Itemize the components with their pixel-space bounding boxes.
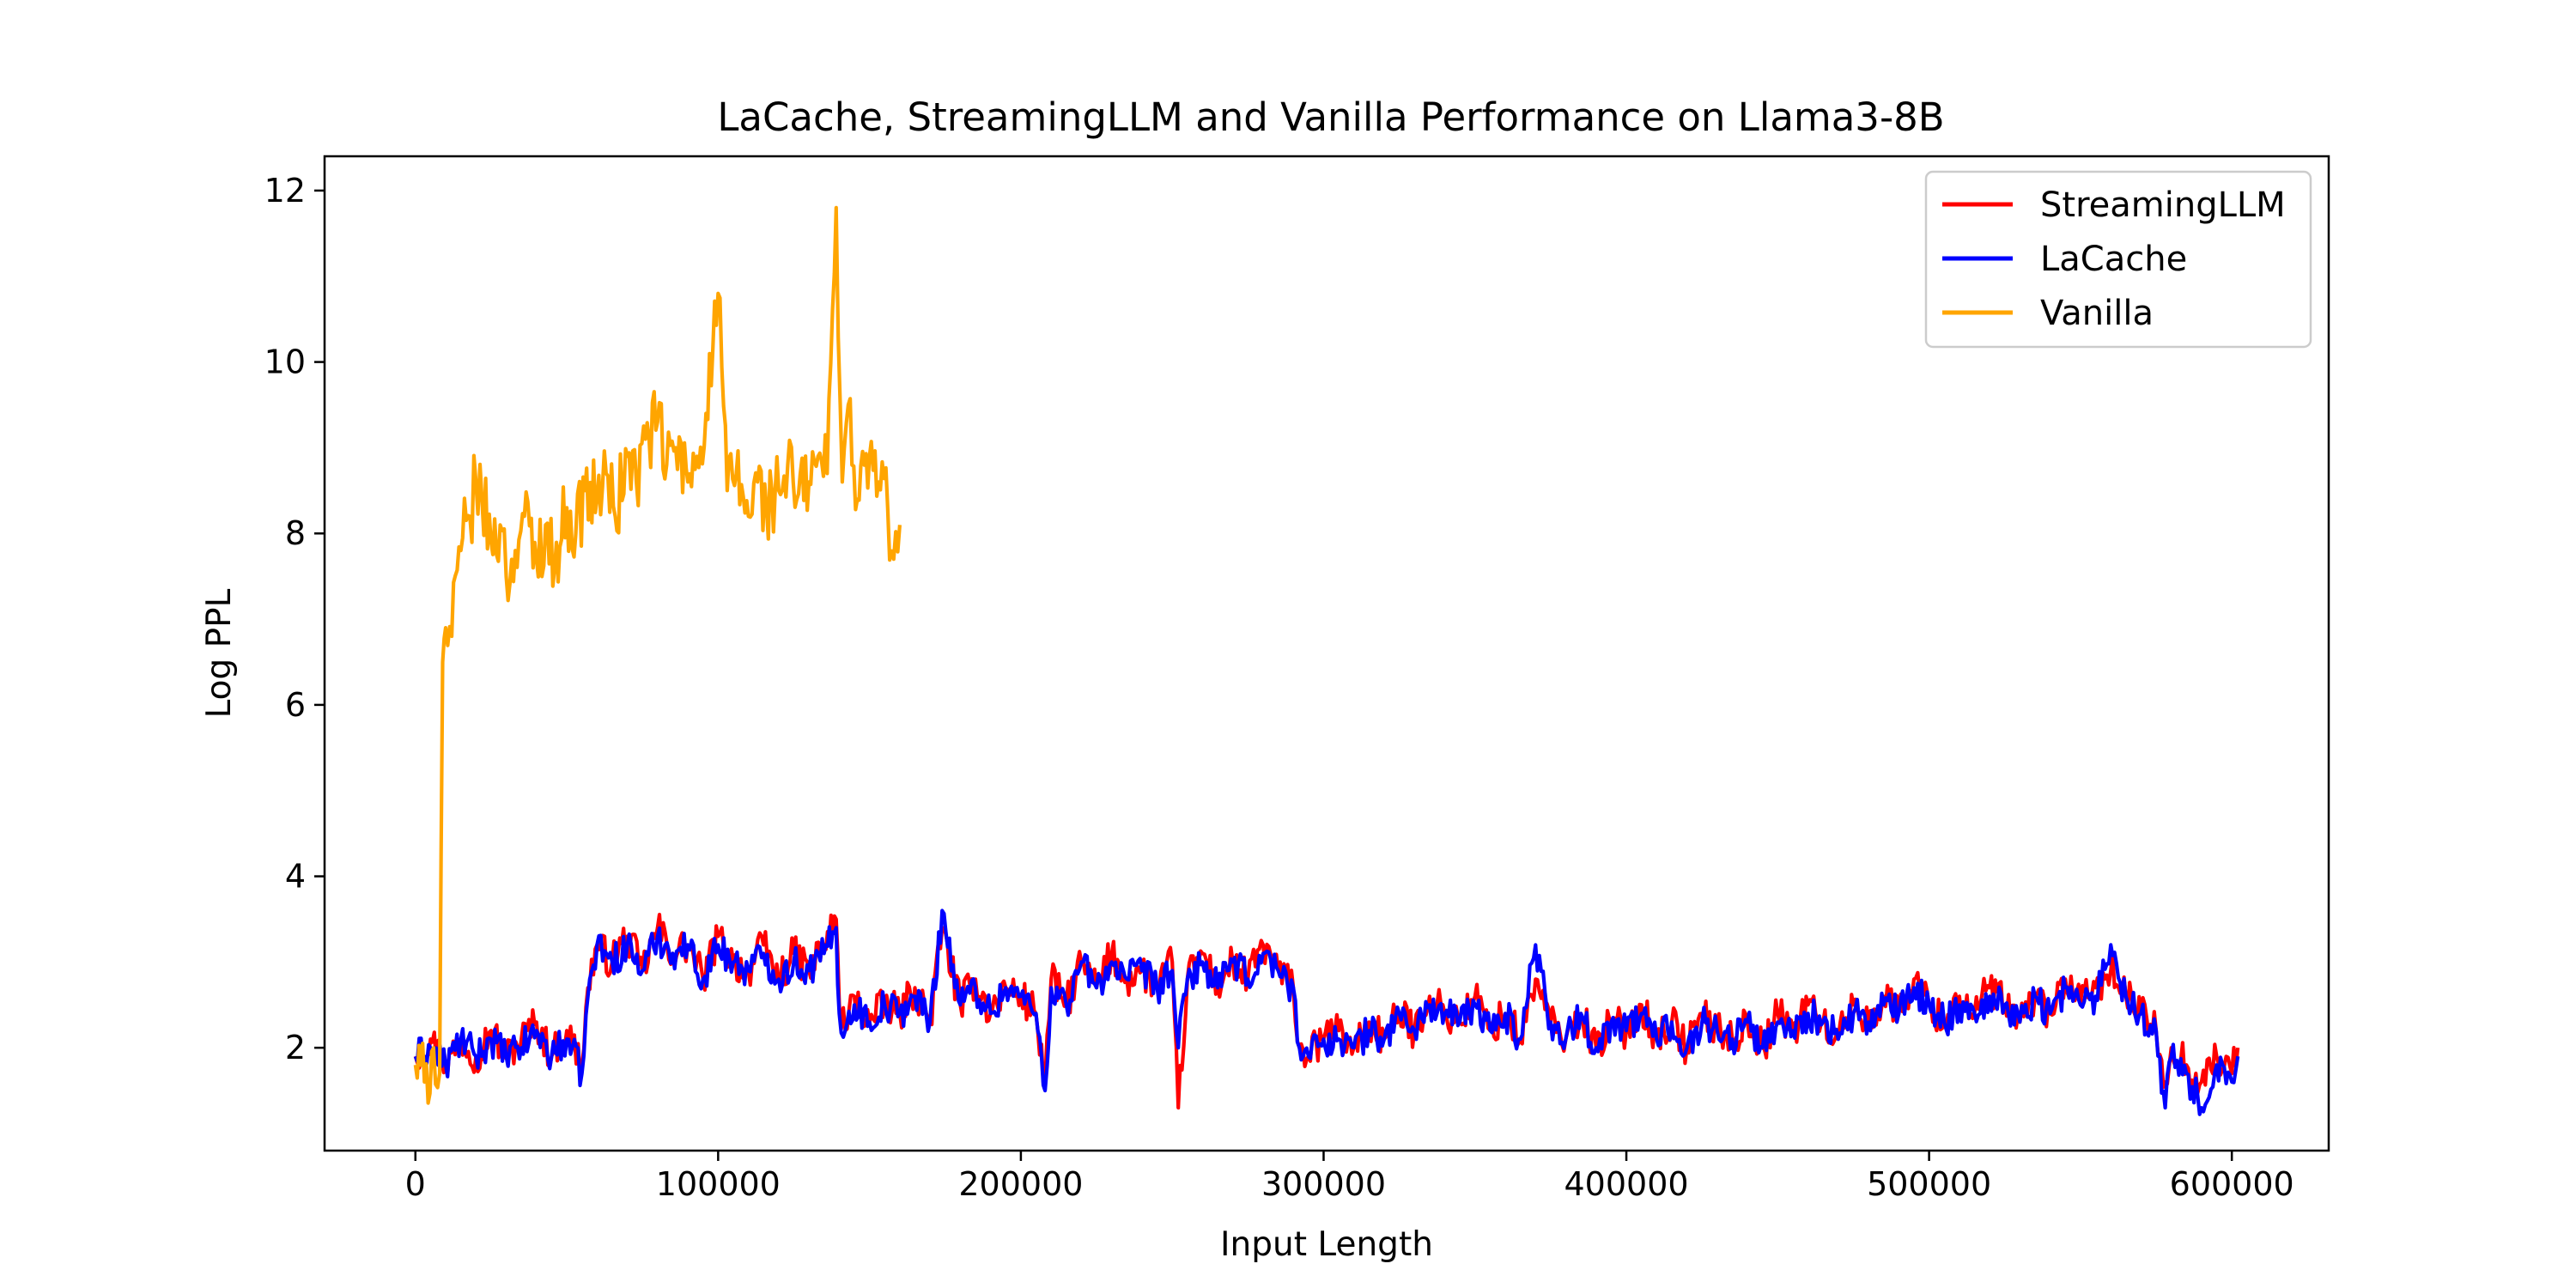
- legend: StreamingLLM LaCache Vanilla: [1924, 170, 2312, 349]
- legend-label-vanilla: Vanilla: [2040, 294, 2154, 333]
- y-tick-label: 4: [285, 858, 306, 896]
- y-axis-label: Log PPL: [200, 588, 239, 718]
- y-axis: 2 4 6 8 10 12: [264, 172, 325, 1066]
- y-tick-label: 10: [264, 343, 306, 381]
- x-tick-label: 300000: [1261, 1165, 1386, 1203]
- y-tick-label: 6: [285, 686, 306, 724]
- legend-label-lacache: LaCache: [2040, 240, 2187, 279]
- y-tick-label: 8: [285, 514, 306, 552]
- y-tick-label: 2: [285, 1029, 306, 1066]
- x-tick-label: 600000: [2170, 1165, 2294, 1203]
- chart-title: LaCache, StreamingLLM and Vanilla Perfor…: [717, 94, 1944, 140]
- legend-label-streamingllm: StreamingLLM: [2040, 185, 2286, 225]
- legend-box: [1924, 170, 2312, 349]
- x-tick-label: 500000: [1867, 1165, 1991, 1203]
- series-line-lacache: [413, 908, 2240, 1116]
- x-tick-label: 400000: [1564, 1165, 1689, 1203]
- series-layer: [413, 205, 2240, 1116]
- x-axis: 0 100000 200000 300000 400000 500000 600000: [405, 1151, 2294, 1203]
- axes-frame: [323, 155, 2330, 1152]
- x-tick-label: 100000: [656, 1165, 781, 1203]
- x-tick-label: 200000: [958, 1165, 1083, 1203]
- x-tick-label: 0: [405, 1165, 426, 1203]
- x-axis-label: Input Length: [1220, 1225, 1433, 1264]
- y-tick-label: 12: [264, 172, 306, 210]
- series-line-vanilla: [413, 205, 902, 1105]
